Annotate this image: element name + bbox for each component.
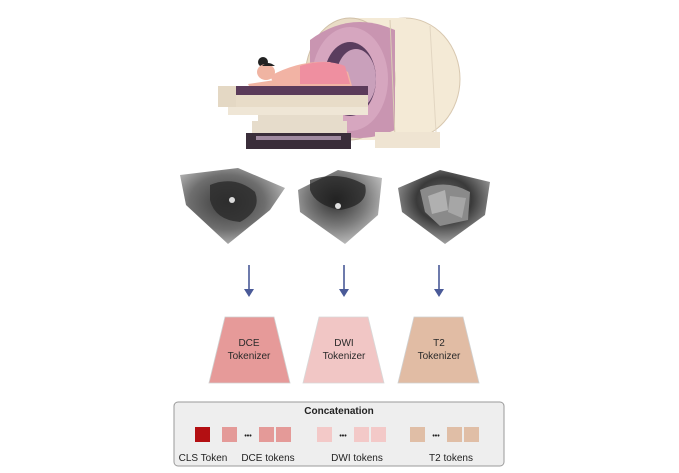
tokenizer-t2-shape: [397, 316, 480, 384]
mri-volume-t2: [398, 170, 490, 244]
scanner-table: [218, 86, 368, 149]
dwi-token: [371, 427, 386, 442]
tokenizer-dce-line1: DCE: [238, 338, 259, 349]
tokenizer-dce-line2: Tokenizer: [228, 351, 271, 362]
dce-tokens-label: DCE tokens: [241, 453, 294, 464]
dwi-ellipsis: •••: [339, 433, 347, 440]
patient-figure: [248, 57, 352, 88]
tokenizer-t2-line2: Tokenizer: [418, 351, 461, 362]
cls-token: [195, 427, 210, 442]
dwi-token: [317, 427, 332, 442]
dce-token: [276, 427, 291, 442]
dwi-token: [354, 427, 369, 442]
tokenizer-t2-line1: T2: [433, 338, 445, 349]
mri-volume-dce: [180, 168, 285, 244]
t2-token: [464, 427, 479, 442]
mri-scanner-illustration: [218, 17, 461, 149]
concatenation-panel: Concatenation ••• ••• ••• CLS Token DCE …: [173, 401, 505, 467]
t2-token: [410, 427, 425, 442]
dce-token: [259, 427, 274, 442]
dce-token: [222, 427, 237, 442]
mri-volume-dwi: [298, 170, 382, 244]
arrow-dwi: [339, 265, 349, 297]
dce-ellipsis: •••: [244, 433, 252, 440]
tokenizer-dce: DCE Tokenizer: [208, 316, 291, 384]
t2-ellipsis: •••: [432, 433, 440, 440]
tokenizer-dce-shape: [208, 316, 291, 384]
tokenizer-dwi: DWI Tokenizer: [302, 316, 385, 384]
cls-token-label: CLS Token: [179, 453, 228, 464]
arrow-t2: [434, 265, 444, 297]
tokenizer-dwi-shape: [302, 316, 385, 384]
t2-tokens-label: T2 tokens: [429, 453, 473, 464]
tokenizer-dwi-line2: Tokenizer: [323, 351, 366, 362]
dwi-tokens-label: DWI tokens: [331, 453, 383, 464]
concatenation-title: Concatenation: [304, 406, 373, 417]
arrow-dce: [244, 265, 254, 297]
concatenation-panel-bg: [173, 401, 505, 467]
tokenizer-t2: T2 Tokenizer: [397, 316, 480, 384]
t2-token: [447, 427, 462, 442]
tokenizer-dwi-line1: DWI: [334, 338, 353, 349]
